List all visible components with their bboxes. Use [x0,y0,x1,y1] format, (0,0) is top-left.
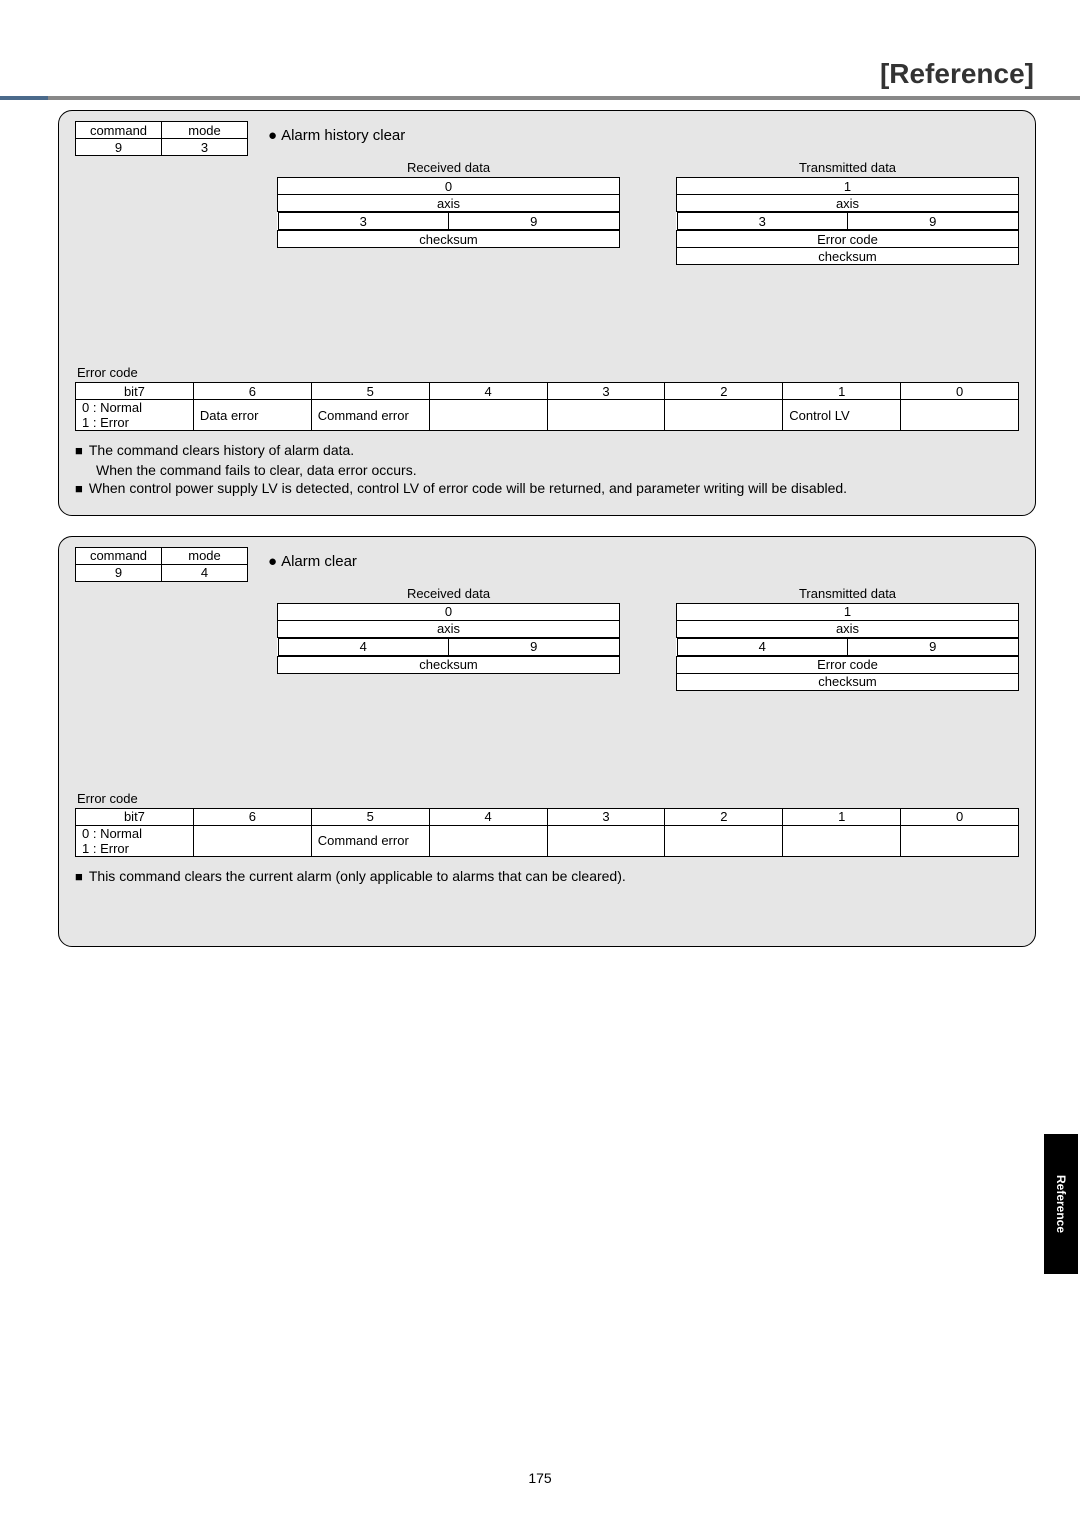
header-rule-accent [0,96,48,100]
received-label: Received data [277,160,620,175]
rx-row: 0 [278,178,620,195]
rx-split-left: 4 [278,638,449,655]
cmd-header: command [76,547,162,564]
error-code-label: Error code [77,791,1019,806]
notes: ■This command clears the current alarm (… [75,867,1019,887]
received-label: Received data [277,586,620,601]
tx-row: checksum [677,248,1019,265]
page-header: [Reference] [0,0,1080,96]
cmd-mode-table: command mode 9 4 [75,547,248,582]
rx-split-right: 9 [449,213,620,230]
bullet-icon: ● [268,127,277,144]
received-column: Received data 0 axis 4 9 checksum [277,586,620,691]
transmitted-column: Transmitted data 1 axis 4 9 Error code [676,586,1019,691]
rx-row: axis [278,195,620,212]
cmd-value: 9 [76,564,162,581]
section-title: ●Alarm clear [268,547,357,570]
transmitted-column: Transmitted data 1 axis 3 9 Error code [676,160,1019,265]
section-alarm-history-clear: command mode 9 3 ●Alarm history clear Re… [58,110,1036,516]
tx-row: axis [677,620,1019,637]
error-code-table: bit7 6 5 4 3 2 1 0 0 : Normal 1 : Error … [75,808,1019,857]
rx-row: axis [278,620,620,637]
rx-split-right: 9 [449,638,620,655]
tx-row: checksum [677,673,1019,690]
cmd-value: 9 [76,139,162,156]
section-alarm-clear: command mode 9 4 ●Alarm clear Received d… [58,536,1036,948]
received-column: Received data 0 axis 3 9 checksum [277,160,620,265]
mode-header: mode [162,122,248,139]
tx-split-right: 9 [848,638,1019,655]
mode-value: 3 [162,139,248,156]
page-title: [Reference] [880,58,1034,89]
tx-row: Error code [677,231,1019,248]
section-title: ●Alarm history clear [268,121,405,144]
rx-row: checksum [278,656,620,673]
transmitted-label: Transmitted data [676,160,1019,175]
tx-split-right: 9 [848,213,1019,230]
rx-split-left: 3 [278,213,449,230]
bullet-icon: ● [268,553,277,570]
rx-row: checksum [278,231,620,248]
error-code-table: bit7 6 5 4 3 2 1 0 0 : Normal 1 : Error … [75,382,1019,431]
tx-row: axis [677,195,1019,212]
tx-split-left: 4 [677,638,848,655]
cmd-header: command [76,122,162,139]
tx-row: 1 [677,603,1019,620]
header-rule [0,96,1080,100]
square-bullet-icon: ■ [75,441,83,461]
cmd-mode-table: command mode 9 3 [75,121,248,156]
side-tab-reference: Reference [1044,1134,1078,1274]
transmitted-label: Transmitted data [676,586,1019,601]
mode-value: 4 [162,564,248,581]
square-bullet-icon: ■ [75,867,83,887]
tx-split-left: 3 [677,213,848,230]
page-number: 175 [0,1470,1080,1486]
square-bullet-icon: ■ [75,479,83,499]
notes: ■The command clears history of alarm dat… [75,441,1019,499]
header-rule-line [48,96,1080,100]
rx-row: 0 [278,603,620,620]
tx-row: 1 [677,178,1019,195]
tx-row: Error code [677,656,1019,673]
error-code-label: Error code [77,365,1019,380]
mode-header: mode [162,547,248,564]
